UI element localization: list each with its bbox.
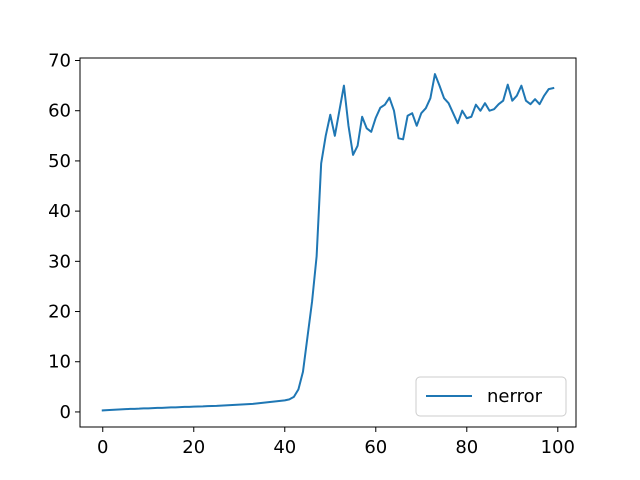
x-tick-label: 80 xyxy=(455,437,478,458)
x-tick-label: 20 xyxy=(182,437,205,458)
y-tick-label: 10 xyxy=(48,352,71,373)
y-tick-label: 0 xyxy=(60,402,71,423)
plot-background xyxy=(80,58,576,427)
legend: nerror xyxy=(415,376,567,417)
y-tick-label: 70 xyxy=(48,51,71,72)
y-tick-label: 30 xyxy=(48,251,71,272)
legend-label-nerror: nerror xyxy=(487,386,543,407)
plot-frame xyxy=(79,57,577,428)
x-tick-label: 0 xyxy=(97,437,108,458)
y-tick-label: 20 xyxy=(48,302,71,323)
x-tick-label: 100 xyxy=(541,437,575,458)
legend-box xyxy=(415,376,567,417)
x-tick-label: 40 xyxy=(273,437,296,458)
y-tick-label: 50 xyxy=(48,151,71,172)
x-axis-ticks: 0 20 40 60 80 100 xyxy=(97,427,575,458)
y-tick-label: 60 xyxy=(48,101,71,122)
x-tick-label: 60 xyxy=(364,437,387,458)
y-tick-label: 40 xyxy=(48,201,71,222)
series-layer xyxy=(101,73,555,412)
y-axis-ticks: 0 10 20 30 40 50 60 70 xyxy=(48,51,80,423)
series-line-nerror xyxy=(101,73,555,412)
